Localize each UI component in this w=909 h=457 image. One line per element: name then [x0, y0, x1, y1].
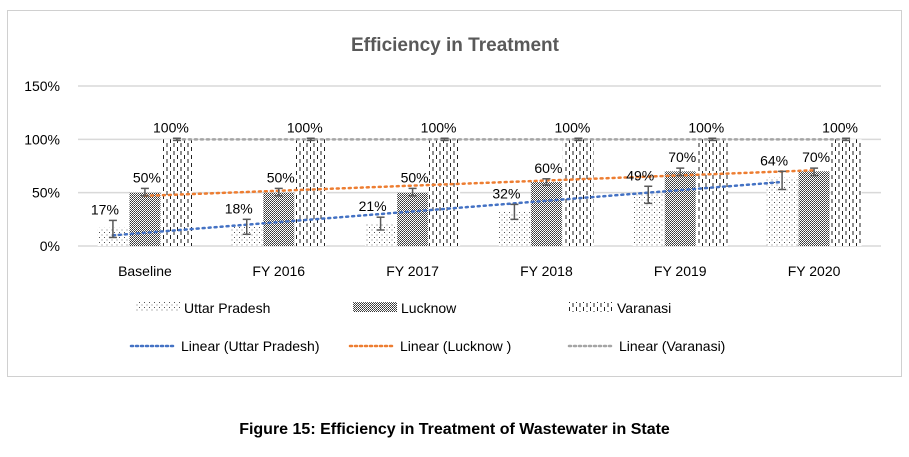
- bar-lucknow: [129, 192, 161, 246]
- error-bar: [274, 187, 283, 197]
- data-label: 100%: [822, 119, 858, 135]
- legend: Uttar Pradesh Lucknow Varanasi Linear (Utta…: [129, 300, 725, 354]
- error-bar: [778, 170, 787, 191]
- data-label: 70%: [668, 149, 696, 165]
- chart-canvas: Efficiency in Treatment 0% 50% 100% 150% 17…: [24, 35, 881, 354]
- bar-varanasi: [562, 139, 594, 246]
- legend-swatch: [353, 302, 397, 312]
- data-label: 100%: [688, 119, 724, 135]
- data-label: 70%: [802, 149, 830, 165]
- bar-varanasi: [830, 139, 862, 246]
- error-bar: [440, 137, 449, 142]
- bar-uttar-pradesh: [231, 226, 263, 246]
- trendline-1: [143, 169, 816, 198]
- x-tick-label: Baseline: [118, 263, 172, 279]
- y-tick-label: 0%: [40, 238, 60, 254]
- error-bar: [810, 167, 819, 177]
- x-tick-label: FY 2016: [252, 263, 305, 279]
- error-bar: [708, 137, 717, 142]
- legend-label: Linear (Uttar Pradesh): [181, 338, 320, 354]
- error-bars: [108, 137, 851, 239]
- y-tick-label: 150%: [24, 78, 60, 94]
- data-label: 18%: [225, 200, 253, 216]
- data-label: 17%: [91, 201, 119, 217]
- data-label: 100%: [421, 119, 457, 135]
- error-bar: [242, 218, 251, 236]
- data-label: 100%: [287, 119, 323, 135]
- error-bar: [306, 137, 315, 142]
- error-bar: [542, 178, 551, 186]
- error-bar: [376, 216, 385, 231]
- bar-lucknow: [664, 171, 696, 246]
- x-tick-label: FY 2020: [788, 263, 841, 279]
- error-bar: [140, 187, 149, 197]
- bar-lucknow: [397, 192, 429, 246]
- y-axis-ticks: 0% 50% 100% 150%: [24, 78, 60, 254]
- legend-item: Uttar Pradesh: [136, 300, 270, 316]
- data-label: 64%: [760, 152, 788, 168]
- x-axis-ticks: Baseline FY 2016 FY 2017 FY 2018 FY 2019 FY 2…: [118, 263, 841, 279]
- legend-swatch: [569, 302, 613, 312]
- bar-lucknow: [530, 182, 562, 246]
- error-bar: [644, 185, 653, 205]
- error-bar: [842, 137, 851, 142]
- data-label: 50%: [267, 169, 295, 185]
- legend-label: Linear (Lucknow ): [400, 338, 511, 354]
- chart-title: Efficiency in Treatment: [351, 35, 560, 56]
- error-bar: [108, 219, 117, 239]
- y-tick-label: 100%: [24, 131, 60, 147]
- legend-item: Linear (Varanasi): [567, 338, 725, 354]
- legend-label: Varanasi: [617, 300, 671, 316]
- error-bar: [510, 203, 519, 221]
- legend-label: Uttar Pradesh: [184, 300, 270, 316]
- legend-item: Varanasi: [569, 300, 671, 316]
- error-bar: [574, 137, 583, 142]
- bar-lucknow: [798, 171, 830, 246]
- data-labels: 17% 18% 21% 32% 49% 64% 50% 50% 50% 60% 70% 70% 100%…: [91, 119, 858, 217]
- trendlines: [111, 138, 848, 237]
- data-label: 21%: [359, 198, 387, 214]
- chart-frame: Efficiency in Treatment 0% 50% 100% 150% 17…: [7, 10, 902, 377]
- error-bar: [408, 187, 417, 197]
- data-label: 50%: [401, 169, 429, 185]
- data-label: 49%: [626, 167, 654, 183]
- bar-lucknow: [263, 192, 295, 246]
- error-bar: [172, 137, 181, 142]
- data-label: 100%: [555, 119, 591, 135]
- legend-label: Lucknow: [401, 300, 457, 316]
- figure-caption: Figure 15: Efficiency in Treatment of Wa…: [239, 421, 670, 438]
- x-tick-label: FY 2018: [520, 263, 573, 279]
- legend-item: Linear (Uttar Pradesh): [129, 338, 320, 354]
- bars: [97, 139, 862, 246]
- x-tick-label: FY 2017: [386, 263, 439, 279]
- bar-varanasi: [696, 139, 728, 246]
- legend-swatch: [136, 302, 180, 312]
- y-tick-label: 50%: [32, 185, 60, 201]
- data-label: 32%: [492, 185, 520, 201]
- data-label: 50%: [133, 169, 161, 185]
- bar-uttar-pradesh: [365, 223, 397, 246]
- legend-label: Linear (Varanasi): [619, 338, 725, 354]
- data-label: 60%: [534, 160, 562, 176]
- x-tick-label: FY 2019: [654, 263, 707, 279]
- bar-varanasi: [295, 139, 327, 246]
- error-bar: [676, 167, 685, 177]
- legend-item: Linear (Lucknow ): [348, 338, 511, 354]
- data-label: 100%: [153, 119, 189, 135]
- legend-item: Lucknow: [353, 300, 457, 316]
- bar-varanasi: [161, 139, 193, 246]
- bar-varanasi: [429, 139, 461, 246]
- trendline-0: [111, 180, 784, 237]
